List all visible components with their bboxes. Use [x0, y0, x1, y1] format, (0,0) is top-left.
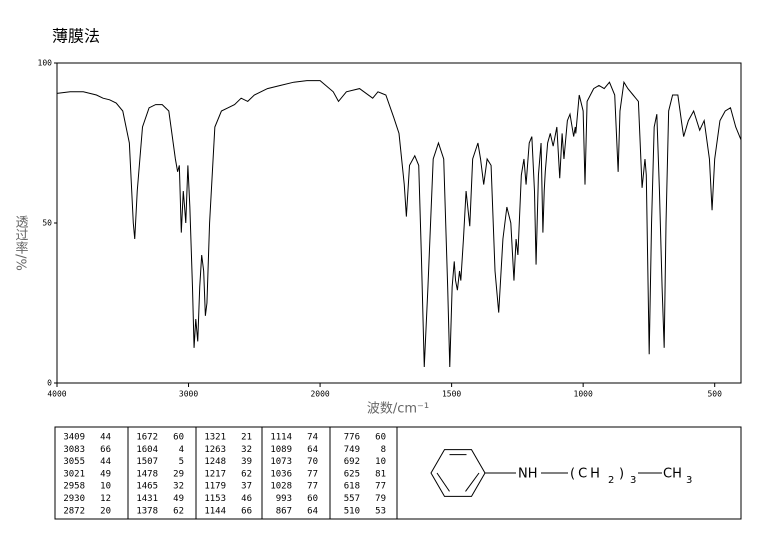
- x-tick-label: 3000: [179, 390, 198, 399]
- peak-wavenumber: 1144: [204, 506, 226, 516]
- peak-wavenumber: 993: [276, 494, 292, 504]
- peak-intensity: 44: [100, 457, 111, 467]
- peak-wavenumber: 1431: [136, 494, 158, 504]
- peak-intensity: 10: [375, 457, 386, 467]
- peak-intensity: 70: [307, 457, 318, 467]
- peak-wavenumber: 510: [344, 506, 360, 516]
- x-tick-label: 500: [707, 390, 722, 399]
- benzene-ring: [430, 449, 486, 497]
- structure: NH (CH 2 ) 3 CH 3: [430, 449, 692, 497]
- peak-wavenumber: 1465: [136, 482, 158, 492]
- spectrum-line: [56, 80, 742, 368]
- peak-wavenumber: 1321: [204, 433, 226, 443]
- peak-intensity: 64: [307, 506, 318, 516]
- peak-intensity: 10: [100, 482, 111, 492]
- peak-wavenumber: 1378: [136, 506, 158, 516]
- peak-wavenumber: 1248: [204, 457, 226, 467]
- peak-intensity: 60: [307, 494, 318, 504]
- peak-wavenumber: 1153: [204, 494, 226, 504]
- chart-title: 薄膜法: [52, 27, 100, 46]
- peak-wavenumber: 1028: [270, 482, 292, 492]
- peak-wavenumber: 3409: [63, 433, 85, 443]
- ring-bond: [465, 472, 480, 492]
- peak-intensity: 39: [241, 457, 252, 467]
- peak-intensity: 64: [307, 445, 318, 455]
- peak-intensity: 32: [241, 445, 252, 455]
- peak-wavenumber: 625: [344, 469, 360, 479]
- y-tick-label: 100: [38, 59, 53, 68]
- peak-wavenumber: 1036: [270, 469, 292, 479]
- peak-intensity: 20: [100, 506, 111, 516]
- peak-intensity: 5: [179, 457, 184, 467]
- peak-wavenumber: 2930: [63, 494, 85, 504]
- peak-wavenumber: 1263: [204, 445, 226, 455]
- subscript: 3: [686, 475, 692, 486]
- peak-wavenumber: 1114: [270, 433, 292, 443]
- chain-label: (CH: [570, 467, 603, 482]
- peak-intensity: 49: [173, 494, 184, 504]
- amine-label: NH: [518, 467, 538, 482]
- subscript: 2: [608, 475, 614, 486]
- peak-intensity: 60: [375, 433, 386, 443]
- ring-bond: [436, 472, 450, 492]
- table-frame: [54, 426, 742, 520]
- y-tick-label: 0: [47, 379, 52, 388]
- peak-intensity: 77: [375, 482, 386, 492]
- peak-intensity: 37: [241, 482, 252, 492]
- peak-wavenumber: 1507: [136, 457, 158, 467]
- x-axis-title: 波数/cm⁻¹: [367, 402, 429, 417]
- peak-wavenumber: 1672: [136, 433, 158, 443]
- x-tick-label: 4000: [47, 390, 66, 399]
- peak-intensity: 49: [100, 469, 111, 479]
- y-axis-title: 透过率/%: [13, 215, 29, 271]
- methyl-label: CH: [663, 467, 682, 482]
- peak-wavenumber: 1478: [136, 469, 158, 479]
- peak-wavenumber: 749: [344, 445, 360, 455]
- peak-wavenumber: 618: [344, 482, 360, 492]
- peak-wavenumber: 1604: [136, 445, 158, 455]
- peak-wavenumber: 3055: [63, 457, 85, 467]
- peak-intensity: 29: [173, 469, 184, 479]
- peak-intensity: 77: [307, 469, 318, 479]
- x-tick-label: 1500: [442, 390, 461, 399]
- peak-wavenumber: 1073: [270, 457, 292, 467]
- peak-wavenumber: 3083: [63, 445, 85, 455]
- peak-wavenumber: 557: [344, 494, 360, 504]
- peak-intensity: 62: [173, 506, 184, 516]
- peak-wavenumber: 1089: [270, 445, 292, 455]
- peak-intensity: 66: [100, 445, 111, 455]
- peak-intensity: 12: [100, 494, 111, 504]
- peak-wavenumber: 2958: [63, 482, 85, 492]
- chain-label: ): [619, 467, 624, 482]
- peak-intensity: 44: [100, 433, 111, 443]
- peak-wavenumber: 692: [344, 457, 360, 467]
- peak-intensity: 60: [173, 433, 184, 443]
- peak-wavenumber: 867: [276, 506, 292, 516]
- peak-intensity: 8: [381, 445, 386, 455]
- peak-intensity: 32: [173, 482, 184, 492]
- peak-wavenumber: 776: [344, 433, 360, 443]
- peak-intensity: 62: [241, 469, 252, 479]
- peak-intensity: 81: [375, 469, 386, 479]
- peak-intensity: 53: [375, 506, 386, 516]
- peak-intensity: 4: [179, 445, 184, 455]
- peak-intensity: 77: [307, 482, 318, 492]
- peak-intensity: 74: [307, 433, 318, 443]
- peak-wavenumber: 1179: [204, 482, 226, 492]
- peak-wavenumber: 2872: [63, 506, 85, 516]
- peak-intensity: 66: [241, 506, 252, 516]
- peak-wavenumber: 3021: [63, 469, 85, 479]
- peak-intensity: 21: [241, 433, 252, 443]
- x-tick-label: 1000: [574, 390, 593, 399]
- subscript: 3: [630, 475, 636, 486]
- peak-intensity: 79: [375, 494, 386, 504]
- peak-wavenumber: 1217: [204, 469, 226, 479]
- x-tick-label: 2000: [310, 390, 329, 399]
- peak-intensity: 46: [241, 494, 252, 504]
- y-tick-label: 50: [42, 219, 52, 228]
